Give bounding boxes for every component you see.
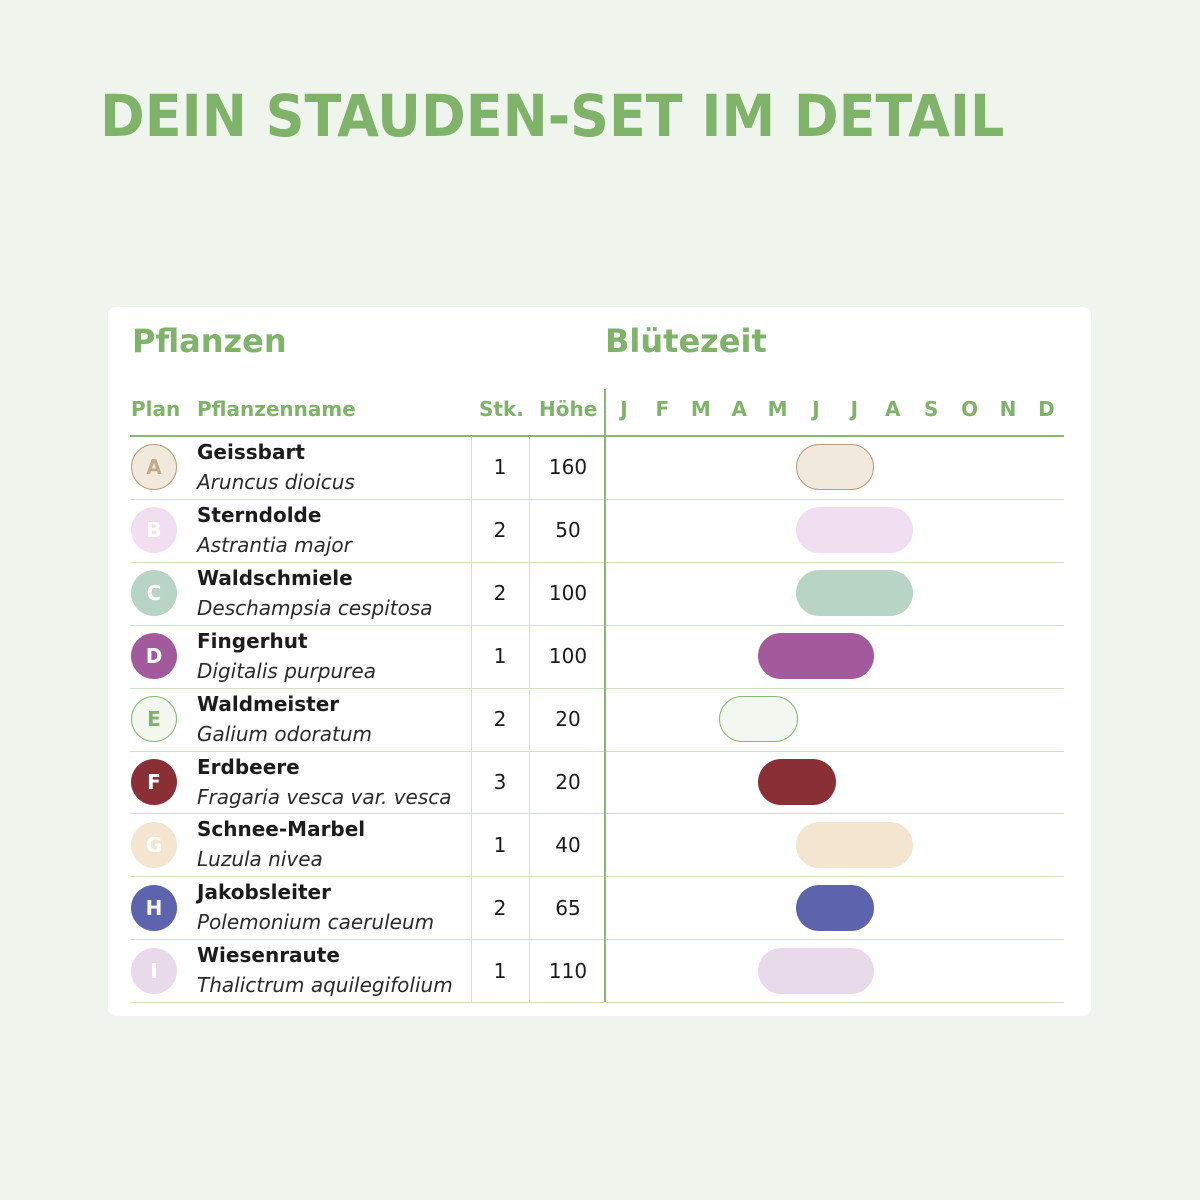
plant-name: Erdbeere <box>197 754 300 779</box>
plant-count: 3 <box>493 769 507 794</box>
section-heading-bloom: Blütezeit <box>605 322 767 360</box>
plant-count: 1 <box>493 958 507 983</box>
plant-latin-name: Luzula nivea <box>197 847 323 872</box>
column-header-height: Höhe <box>539 397 598 421</box>
plant-height: 50 <box>555 518 581 543</box>
plant-latin-name: Thalictrum aquilegifolium <box>197 973 453 998</box>
month-label: M <box>690 397 711 421</box>
plan-badge: A <box>131 444 177 491</box>
month-label: F <box>655 397 670 421</box>
plant-name: Sterndolde <box>197 502 322 527</box>
plant-height: 100 <box>548 581 588 606</box>
bloom-period-bar <box>796 507 913 554</box>
row-divider <box>130 939 1064 940</box>
plant-latin-name: Deschampsia cespitosa <box>197 595 433 620</box>
plan-badge: C <box>131 570 177 617</box>
plant-count: 2 <box>493 707 507 732</box>
row-divider <box>130 625 1064 626</box>
row-divider <box>130 499 1064 500</box>
month-label: S <box>923 397 939 421</box>
plant-count: 2 <box>493 518 507 543</box>
month-label: M <box>767 397 788 421</box>
plant-latin-name: Aruncus dioicus <box>197 470 355 494</box>
month-label: N <box>999 397 1017 421</box>
plant-latin-name: Digitalis purpurea <box>197 658 376 683</box>
plant-name: Geissbart <box>197 440 305 464</box>
month-label: J <box>850 397 859 421</box>
bloom-period-bar <box>757 947 875 994</box>
row-divider <box>130 813 1064 814</box>
plant-latin-name: Galium odoratum <box>197 721 373 746</box>
plan-badge: E <box>131 696 177 743</box>
plant-name: Waldmeister <box>197 691 340 716</box>
plan-badge: F <box>131 758 177 805</box>
plant-height: 20 <box>555 769 581 794</box>
plant-height: 100 <box>548 644 588 669</box>
bloom-period-bar <box>796 570 913 617</box>
plant-name: Jakobsleiter <box>197 880 331 905</box>
row-divider <box>130 751 1064 752</box>
plant-height: 20 <box>555 707 581 732</box>
row-divider <box>130 876 1064 877</box>
column-divider <box>529 436 530 1003</box>
bloom-period-bar <box>796 444 875 491</box>
page-title: DEIN STAUDEN-SET IM DETAIL <box>100 82 1005 150</box>
plan-badge: B <box>131 507 177 554</box>
plant-count: 2 <box>493 581 507 606</box>
plant-count: 1 <box>493 644 507 669</box>
plan-badge: G <box>131 821 177 868</box>
plant-name: Waldschmiele <box>197 565 353 590</box>
plant-count: 1 <box>493 832 507 857</box>
plant-height: 160 <box>548 455 588 480</box>
column-header-plan: Plan <box>131 397 181 421</box>
plan-badge: D <box>131 633 177 680</box>
plant-height: 40 <box>555 832 581 857</box>
plant-latin-name: Astrantia major <box>197 532 352 557</box>
column-divider <box>471 436 472 1003</box>
month-label: J <box>812 397 820 421</box>
bloom-divider <box>604 389 606 1003</box>
row-divider <box>130 688 1064 689</box>
bloom-period-bar <box>757 633 875 680</box>
plan-badge: I <box>131 947 177 994</box>
row-divider <box>130 1002 1064 1003</box>
plant-count: 2 <box>493 895 507 920</box>
bloom-period-bar <box>719 696 798 743</box>
plant-name: Fingerhut <box>197 628 308 653</box>
column-header-name: Pflanzenname <box>197 397 356 421</box>
bloom-period-bar <box>757 758 836 805</box>
plant-name: Schnee-Marbel <box>197 817 366 842</box>
month-label: A <box>731 397 747 421</box>
plant-table-card <box>108 307 1091 1016</box>
plant-latin-name: Fragaria vesca var. vesca <box>197 784 452 809</box>
column-header-count: Stk. <box>479 397 524 421</box>
month-label: A <box>885 397 901 421</box>
plant-height: 110 <box>548 958 588 983</box>
month-label: D <box>1038 397 1055 421</box>
plant-name: Wiesenraute <box>197 943 340 968</box>
row-divider <box>130 562 1064 563</box>
plan-badge: H <box>131 884 177 931</box>
plant-count: 1 <box>493 455 507 480</box>
bloom-period-bar <box>796 884 875 931</box>
month-label: O <box>961 397 979 421</box>
plant-height: 65 <box>555 895 581 920</box>
month-label: J <box>620 397 628 421</box>
plant-latin-name: Polemonium caeruleum <box>197 910 435 935</box>
bloom-period-bar <box>796 821 913 868</box>
header-divider <box>130 435 1064 437</box>
section-heading-plants: Pflanzen <box>132 322 287 360</box>
